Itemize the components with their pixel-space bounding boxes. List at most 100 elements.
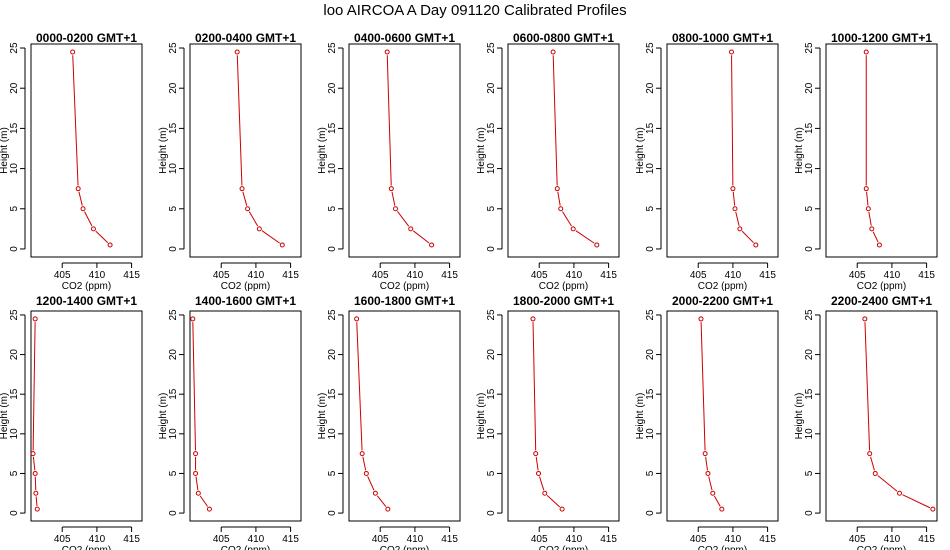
profile-segment	[868, 211, 872, 226]
data-point	[594, 242, 600, 248]
y-tick-label: 15	[804, 122, 815, 134]
data-point	[705, 470, 711, 476]
x-tick-label: 405	[531, 270, 548, 281]
profile-segment	[397, 211, 410, 227]
x-tick-label: 415	[282, 534, 299, 545]
plot-frame	[189, 43, 302, 258]
x-tick-label: 415	[918, 270, 935, 281]
data-point	[30, 451, 36, 457]
y-tick-label: 5	[486, 206, 497, 212]
profile-segment	[32, 456, 36, 471]
x-tick-label: 405	[849, 534, 866, 545]
profile-segment	[386, 55, 392, 186]
profile-segment	[561, 211, 572, 227]
profile-segment	[72, 55, 79, 186]
profile-segment	[741, 230, 754, 244]
data-point	[732, 206, 738, 212]
profile-segment	[575, 230, 595, 244]
data-point	[550, 49, 556, 55]
x-tick-label: 410	[566, 270, 583, 281]
y-tick-label: 0	[168, 246, 179, 252]
x-tick-label: 415	[600, 270, 617, 281]
y-tick-label: 20	[804, 349, 815, 361]
y-tick-label: 10	[486, 428, 497, 440]
y-tick-label: 25	[804, 309, 815, 321]
profile-segment	[261, 230, 280, 244]
y-tick-label: 20	[9, 82, 20, 94]
profile-segment	[700, 322, 706, 451]
x-tick-label: 405	[690, 270, 707, 281]
y-tick-label: 10	[168, 428, 179, 440]
plot-frame	[825, 43, 938, 258]
x-tick-label: 405	[849, 270, 866, 281]
y-tick-label: 15	[168, 122, 179, 134]
profile-segment	[35, 496, 38, 506]
y-tick-label: 20	[645, 349, 656, 361]
y-tick-label: 5	[327, 470, 338, 476]
plot-frame	[825, 310, 938, 522]
y-tick-label: 0	[9, 510, 20, 516]
y-tick-label: 5	[168, 470, 179, 476]
y-axis-label: Height (m)	[476, 127, 487, 174]
data-point	[897, 490, 903, 496]
profile-segment	[864, 322, 871, 451]
data-point	[863, 49, 869, 55]
profile-segment	[552, 55, 558, 186]
profile-segment	[362, 456, 367, 471]
x-tick-label: 405	[54, 270, 71, 281]
data-point	[388, 186, 394, 192]
x-tick-label: 415	[441, 270, 458, 281]
y-tick-label: 15	[645, 122, 656, 134]
panel-6: 1000-1200 GMT+1 405 410 415 CO2 (ppm) 0 5 10 15 2…	[794, 31, 938, 292]
y-axis-label: Height (m)	[635, 127, 646, 174]
data-point	[193, 470, 199, 476]
data-point	[554, 186, 560, 192]
y-tick-label: 5	[168, 206, 179, 212]
profile-segment	[713, 495, 721, 507]
y-tick-label: 20	[327, 349, 338, 361]
y-tick-label: 20	[168, 82, 179, 94]
y-tick-label: 5	[9, 470, 20, 476]
panel-title: 2000-2200 GMT+1	[672, 294, 773, 308]
x-tick-label: 410	[407, 534, 424, 545]
y-axis-label: Height (m)	[0, 393, 10, 440]
data-point	[536, 470, 542, 476]
y-axis-label: Height (m)	[476, 393, 487, 440]
x-axis-label: CO2 (ppm)	[380, 281, 429, 292]
data-point	[869, 226, 875, 232]
panel-5: 0800-1000 GMT+1 405 410 415 CO2 (ppm) 0 5 10 15 2…	[635, 31, 779, 292]
x-tick-label: 410	[725, 270, 742, 281]
x-tick-label: 405	[213, 270, 230, 281]
profile-segment	[708, 476, 713, 491]
data-point	[206, 506, 212, 512]
y-tick-label: 5	[327, 206, 338, 212]
x-tick-label: 405	[372, 534, 389, 545]
x-axis-label: CO2 (ppm)	[539, 281, 588, 292]
panel-title: 1800-2000 GMT+1	[513, 294, 614, 308]
x-tick-label: 410	[248, 270, 265, 281]
panel-8: 1400-1600 GMT+1 405 410 415 CO2 (ppm) 0 5 10 15 2…	[158, 294, 302, 550]
profile-segment	[866, 191, 869, 206]
data-point	[867, 451, 873, 457]
data-point	[865, 206, 871, 212]
y-tick-label: 0	[645, 510, 656, 516]
panel-2: 0200-0400 GMT+1 405 410 415 CO2 (ppm) 0 5 10 15 2…	[158, 31, 302, 292]
profile-segment	[248, 211, 259, 227]
profile-segment	[78, 191, 83, 206]
y-tick-label: 0	[9, 246, 20, 252]
data-point	[75, 186, 81, 192]
y-axis-label: Height (m)	[317, 127, 328, 174]
panel-title: 1600-1800 GMT+1	[354, 294, 455, 308]
y-tick-label: 10	[804, 428, 815, 440]
y-axis-label: Height (m)	[794, 127, 805, 174]
y-tick-label: 25	[327, 42, 338, 54]
x-axis-label: CO2 (ppm)	[380, 545, 429, 550]
profile-segment	[376, 495, 387, 507]
y-tick-label: 20	[804, 82, 815, 94]
x-axis-label: CO2 (ppm)	[857, 281, 906, 292]
y-tick-label: 15	[168, 388, 179, 400]
y-tick-label: 20	[645, 82, 656, 94]
y-tick-label: 25	[486, 309, 497, 321]
data-point	[429, 242, 435, 248]
